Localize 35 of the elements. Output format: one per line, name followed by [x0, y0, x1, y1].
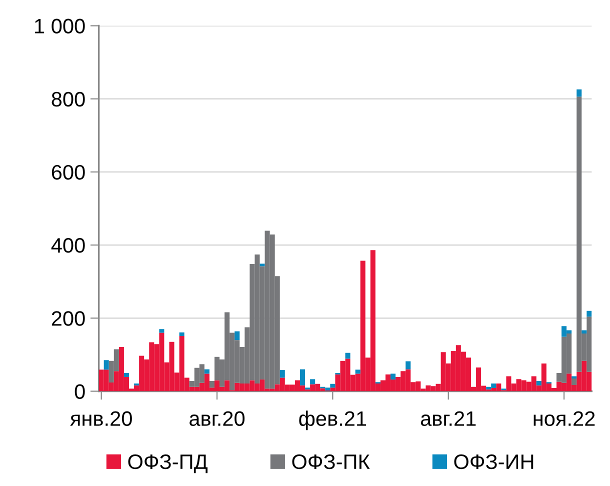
bar: [300, 369, 306, 386]
bar: [330, 384, 336, 388]
bar: [390, 374, 396, 380]
bar: [260, 264, 265, 266]
bar: [572, 378, 577, 386]
y-tick-label: 1 000: [35, 18, 85, 34]
legend-label: ОФЗ-ПК: [292, 454, 370, 470]
bar: [234, 331, 240, 340]
bar: [280, 370, 285, 378]
x-tick-label: фев.21: [299, 410, 366, 430]
bar: [536, 380, 542, 386]
legend-label: ОФЗ-ИН: [454, 454, 534, 470]
bar: [179, 332, 184, 336]
bar: [355, 370, 360, 374]
x-tick-label: авг.20: [190, 411, 245, 426]
bar: [345, 352, 350, 359]
bar: [209, 380, 214, 388]
y-tick-label: 0: [74, 384, 85, 399]
bar: [124, 372, 129, 377]
bar: [406, 361, 411, 370]
x-tick-label: ноя.22: [534, 411, 595, 426]
bar: [310, 379, 316, 384]
x-tick-label: авг.21: [420, 411, 476, 426]
x-tick-label: янв.20: [70, 411, 132, 426]
bar: [104, 360, 109, 370]
bar: [576, 89, 582, 97]
bar: [586, 310, 592, 317]
bar: [204, 369, 210, 374]
y-tick-label: 400: [51, 238, 85, 253]
bar: [159, 329, 164, 333]
y-tick-label: 800: [52, 92, 85, 107]
y-tick-label: 200: [52, 311, 85, 326]
y-tick-label: 600: [52, 164, 85, 180]
legend-label: ОФЗ-ПД: [128, 454, 208, 474]
bar: [582, 330, 587, 334]
